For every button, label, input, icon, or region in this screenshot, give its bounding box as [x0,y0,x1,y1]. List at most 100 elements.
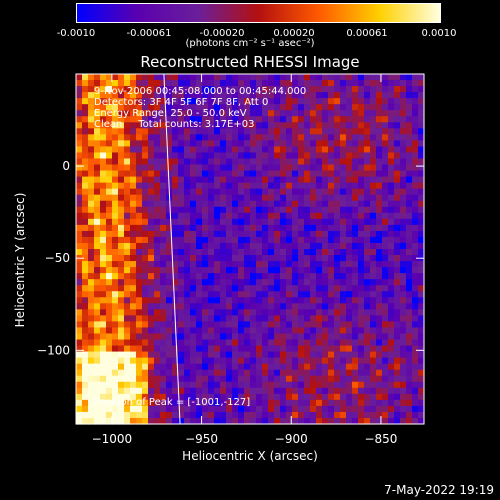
heatmap-cell [388,273,395,280]
heatmap-cell [118,152,125,160]
heatmap-cell [394,74,401,81]
heatmap-cell [370,315,377,323]
heatmap-cell [274,230,281,238]
heatmap-cell [328,80,335,87]
heatmap-cell [304,146,311,154]
heatmap-cell [388,399,395,407]
heatmap-cell [154,200,161,208]
heatmap-cell [358,158,365,166]
heatmap-cell [118,339,125,347]
heatmap-cell [394,309,401,316]
heatmap-cell [292,152,299,160]
heatmap-cell [334,273,341,280]
heatmap-cell [364,303,371,310]
heatmap-cell [250,279,257,286]
heatmap-cell [184,182,191,190]
heatmap-cell [112,128,119,135]
heatmap-cell [268,140,275,148]
heatmap-cell [196,267,203,274]
heatmap-cell [220,321,227,329]
heatmap-cell [244,399,251,407]
heatmap-cell [334,236,341,244]
heatmap-cell [244,309,251,316]
heatmap-cell [184,170,191,178]
heatmap-cell [244,146,251,154]
heatmap-cell [166,146,173,154]
heatmap-cell [160,80,167,87]
heatmap-cell [118,321,125,329]
heatmap-cell [232,242,239,250]
heatmap-cell [172,176,179,184]
heatmap-cell [76,188,83,196]
heatmap-cell [208,104,215,111]
heatmap-cell [214,309,221,316]
heatmap-cell [250,345,257,353]
heatmap-cell [388,122,395,129]
heatmap-cell [334,188,341,196]
heatmap-cell [292,242,299,250]
heatmap-cell [214,357,221,365]
heatmap-cell [388,297,395,304]
heatmap-cell [280,309,287,316]
heatmap-cell [334,152,341,160]
heatmap-cell [130,255,137,262]
heatmap-cell [112,327,119,335]
heatmap-cell [82,236,89,244]
heatmap-cell [154,321,161,329]
heatmap-cell [418,261,425,268]
heatmap-cell [136,176,143,184]
heatmap-cell [280,212,287,220]
heatmap-cell [328,242,335,250]
heatmap-cell [334,80,341,87]
heatmap-cell [304,291,311,298]
heatmap-cell [412,206,419,214]
heatmap-cell [358,104,365,111]
heatmap-cell [100,285,107,292]
heatmap-cell [160,315,167,323]
heatmap-cell [304,297,311,304]
heatmap-cell [376,140,383,148]
heatmap-cell [382,273,389,280]
heatmap-cell [316,309,323,316]
heatmap-cell [364,333,371,341]
heatmap-cell [112,98,119,105]
heatmap-cell [382,297,389,304]
heatmap-cell [262,122,269,129]
heatmap-cell [166,92,173,99]
heatmap-cell [106,188,113,196]
heatmap-cell [208,218,215,226]
heatmap-cell [226,315,233,323]
heatmap-cell [82,116,89,123]
heatmap-cell [316,218,323,226]
heatmap-cell [412,387,419,395]
heatmap-cell [292,303,299,310]
heatmap-cell [250,188,257,196]
heatmap-cell [94,200,101,208]
heatmap-cell [364,212,371,220]
heatmap-cell [100,411,107,419]
heatmap-cell [118,218,125,226]
heatmap-cell [334,134,341,141]
heatmap-cell [160,333,167,341]
heatmap-cell [376,339,383,347]
heatmap-cell [406,116,413,123]
heatmap-cell [358,128,365,135]
heatmap-cell [106,279,113,286]
heatmap-cell [220,357,227,365]
heatmap-cell [190,140,197,148]
heatmap-cell [286,98,293,105]
heatmap-cell [364,170,371,178]
heatmap-cell [100,86,107,93]
heatmap-cell [412,242,419,250]
heatmap-cell [184,315,191,323]
heatmap-cell [274,345,281,353]
heatmap-cell [160,363,167,371]
heatmap-cell [268,104,275,111]
heatmap-cell [142,333,149,341]
heatmap-cell [250,134,257,141]
heatmap-cell [268,387,275,395]
heatmap-cell [280,134,287,141]
heatmap-cell [334,297,341,304]
heatmap-cell [154,267,161,274]
heatmap-cell [352,116,359,123]
